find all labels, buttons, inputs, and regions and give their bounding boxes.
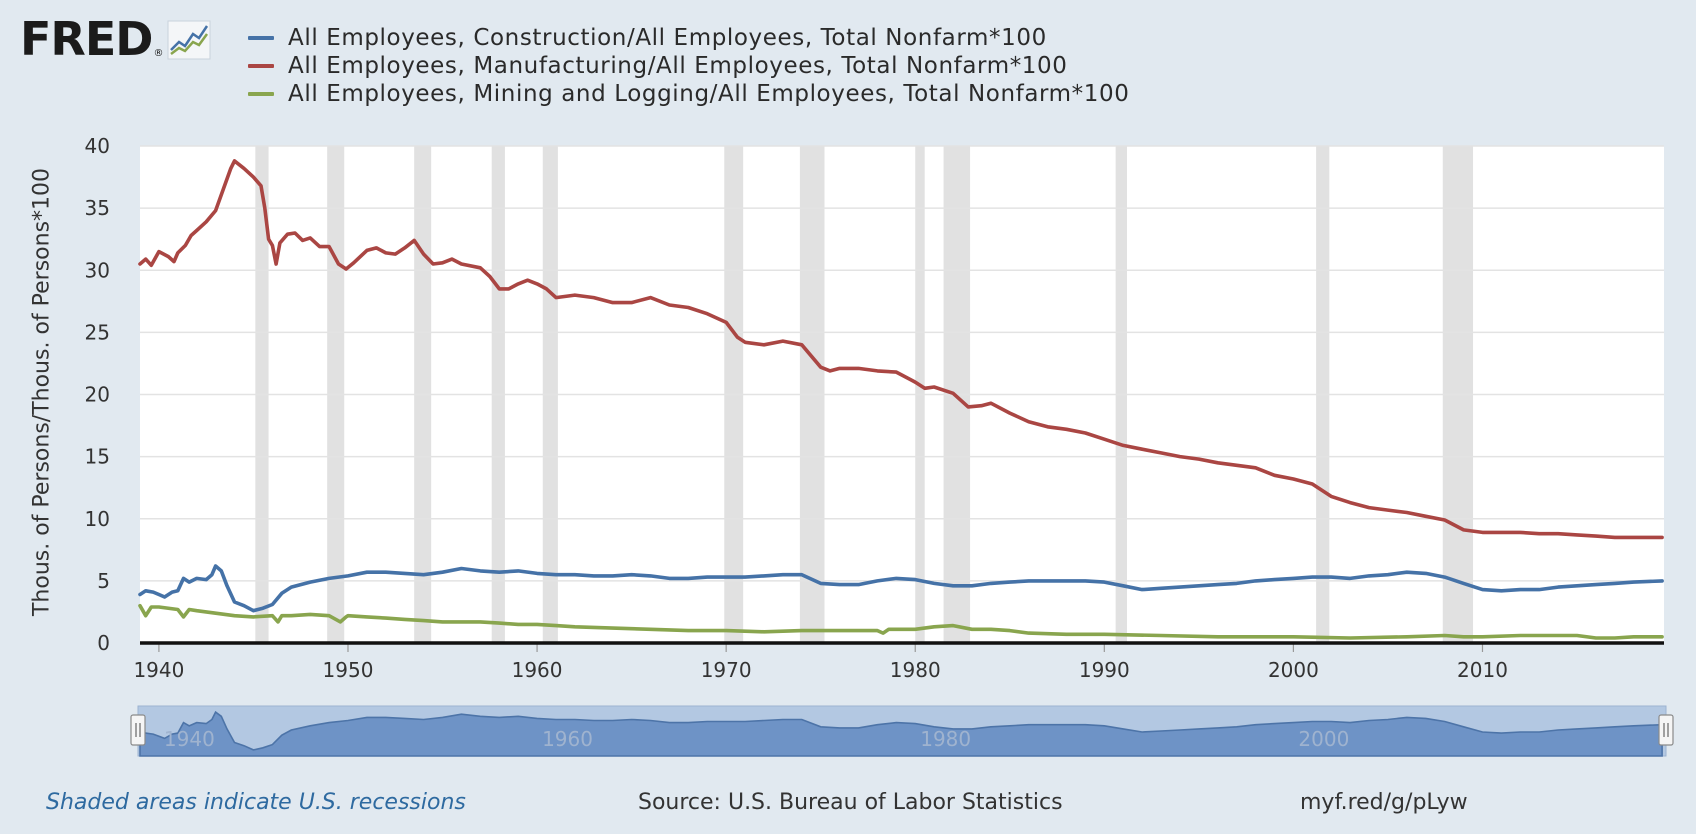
y-tick-label: 20 — [85, 383, 110, 407]
x-tick-label: 1990 — [1079, 658, 1130, 682]
navigator-tick-label: 1960 — [542, 727, 593, 751]
chart-legend: All Employees, Construction/All Employee… — [248, 24, 1129, 108]
y-tick-label: 25 — [85, 320, 110, 344]
navigator-left-handle[interactable] — [130, 714, 146, 746]
handle-body — [1658, 714, 1674, 746]
navigator-series-area — [139, 710, 1663, 757]
recession-note: Shaded areas indicate U.S. recessions — [46, 790, 466, 815]
y-tick-label: 35 — [85, 196, 110, 220]
x-tick-label: 1980 — [890, 658, 941, 682]
x-tick-label: 2010 — [1457, 658, 1508, 682]
navigator-tick-label: 1980 — [920, 727, 971, 751]
series-line — [138, 564, 1664, 613]
y-tick-label: 15 — [85, 445, 110, 469]
legend-swatch — [248, 92, 274, 96]
logo-registered-mark: ® — [153, 48, 164, 59]
source-text: Source: U.S. Bureau of Labor Statistics — [638, 790, 1063, 815]
series-line — [138, 159, 1664, 540]
legend-item-1[interactable]: All Employees, Manufacturing/All Employe… — [248, 52, 1129, 80]
y-tick-label: 0 — [97, 631, 110, 655]
legend-swatch — [248, 36, 274, 40]
navigator-right-handle[interactable] — [1658, 714, 1674, 746]
y-tick-label: 40 — [85, 134, 110, 158]
y-tick-label: 30 — [85, 258, 110, 282]
line-chart: 0 5 10 15 20 25 30 35 40 1940 1950 1960 1970 1980 1990… — [85, 134, 1674, 757]
chart-icon — [167, 20, 211, 60]
logo-text: FRED — [20, 12, 153, 66]
x-tick-label: 1960 — [512, 658, 563, 682]
legend-label: All Employees, Mining and Logging/All Em… — [288, 81, 1130, 107]
x-tick-label: 2000 — [1268, 658, 1319, 682]
legend-label: All Employees, Manufacturing/All Employe… — [288, 53, 1068, 79]
x-tick-label: 1940 — [133, 658, 184, 682]
navigator-tick-label: 2000 — [1298, 727, 1349, 751]
series-line — [138, 603, 1664, 640]
y-tick-label: 10 — [85, 507, 110, 531]
y-tick-label: 5 — [97, 569, 110, 593]
x-tick-label: 1950 — [323, 658, 374, 682]
legend-swatch — [248, 64, 274, 68]
legend-item-2[interactable]: All Employees, Mining and Logging/All Em… — [248, 80, 1129, 108]
navigator-tick-label: 1940 — [164, 727, 215, 751]
fred-logo[interactable]: FRED ® — [20, 14, 211, 64]
x-tick-label: 1970 — [701, 658, 752, 682]
legend-label: All Employees, Construction/All Employee… — [288, 25, 1047, 51]
handle-body — [130, 714, 146, 746]
short-url-link[interactable]: myf.red/g/pLyw — [1300, 790, 1468, 815]
legend-item-0[interactable]: All Employees, Construction/All Employee… — [248, 24, 1129, 52]
